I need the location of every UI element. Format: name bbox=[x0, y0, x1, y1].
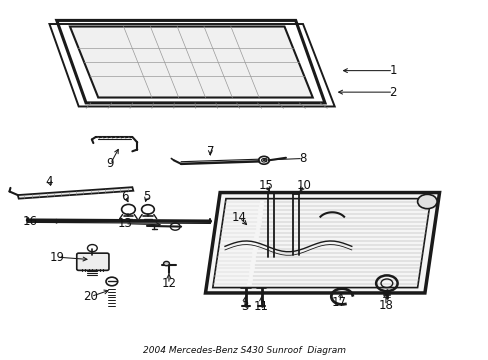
Polygon shape bbox=[70, 27, 312, 98]
Text: 7: 7 bbox=[206, 145, 214, 158]
Text: 8: 8 bbox=[299, 152, 306, 165]
Circle shape bbox=[163, 261, 169, 266]
Text: 18: 18 bbox=[378, 299, 392, 312]
Text: 5: 5 bbox=[143, 190, 150, 203]
Circle shape bbox=[417, 194, 436, 209]
Text: 14: 14 bbox=[232, 211, 246, 224]
Polygon shape bbox=[18, 187, 133, 199]
Text: 10: 10 bbox=[296, 179, 311, 192]
Text: 17: 17 bbox=[331, 296, 346, 309]
Text: 2004 Mercedes-Benz S430 Sunroof  Diagram: 2004 Mercedes-Benz S430 Sunroof Diagram bbox=[142, 346, 346, 355]
Text: 3: 3 bbox=[240, 300, 248, 313]
Polygon shape bbox=[205, 193, 439, 293]
Text: 13: 13 bbox=[117, 217, 132, 230]
Text: 15: 15 bbox=[259, 179, 273, 192]
FancyBboxPatch shape bbox=[77, 253, 109, 270]
Text: 11: 11 bbox=[254, 300, 268, 313]
Text: 19: 19 bbox=[49, 251, 64, 264]
Text: 6: 6 bbox=[121, 190, 128, 203]
Text: 9: 9 bbox=[106, 157, 114, 170]
Text: 1: 1 bbox=[388, 64, 396, 77]
Text: 4: 4 bbox=[45, 175, 53, 188]
Text: 12: 12 bbox=[161, 278, 176, 291]
Text: 20: 20 bbox=[83, 290, 98, 303]
Text: 2: 2 bbox=[388, 86, 396, 99]
Text: 16: 16 bbox=[22, 215, 38, 228]
